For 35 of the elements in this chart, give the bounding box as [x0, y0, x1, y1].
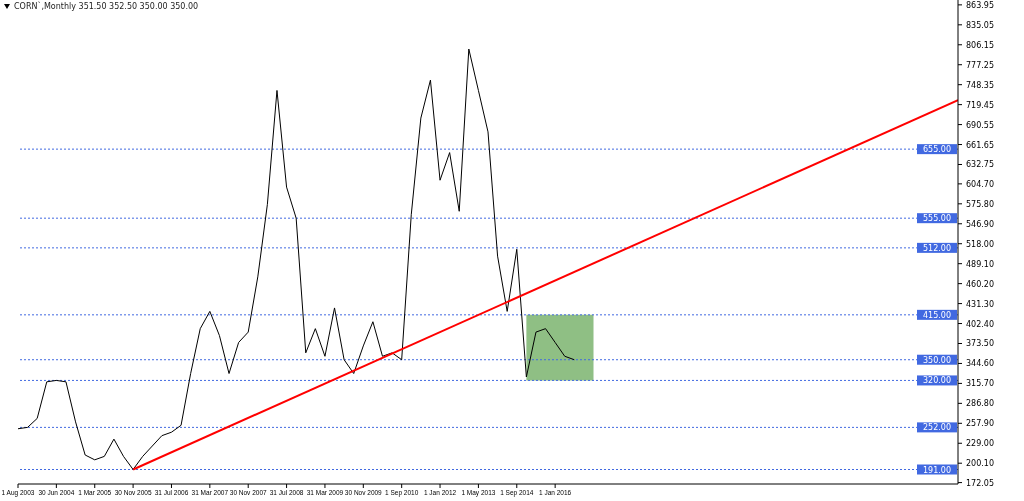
ref-line-label: 415.00: [923, 310, 951, 320]
ref-line-label: 655.00: [923, 145, 951, 155]
y-tick-label: 489.10: [966, 259, 994, 269]
y-tick-label: 575.80: [966, 199, 994, 209]
y-tick-label: 229.00: [966, 439, 994, 449]
y-tick-label: 632.75: [966, 160, 994, 170]
ref-line-label: 320.00: [923, 376, 951, 386]
y-tick-label: 172.05: [966, 478, 994, 488]
ref-line-label: 350.00: [923, 355, 951, 365]
ref-line-label: 555.00: [923, 214, 951, 224]
y-tick-label: 315.70: [966, 379, 994, 389]
line-series: [18, 48, 575, 470]
y-tick-label: 863.95: [966, 0, 994, 10]
y-tick-label: 777.25: [966, 60, 994, 70]
y-tick-label: 200.10: [966, 459, 994, 469]
y-tick-label: 286.80: [966, 399, 994, 409]
y-tick-label: 806.15: [966, 40, 994, 50]
y-tick-label: 373.50: [966, 339, 994, 349]
y-tick-label: 344.60: [966, 359, 994, 369]
y-tick-label: 690.55: [966, 120, 994, 130]
y-tick-label: 518.00: [966, 239, 994, 249]
ref-line-label: 191.00: [923, 465, 951, 475]
y-tick-label: 835.05: [966, 20, 994, 30]
ref-line-label: 252.00: [923, 423, 951, 433]
y-tick-label: 402.40: [966, 319, 994, 329]
y-tick-label: 431.30: [966, 299, 994, 309]
y-tick-label: 719.45: [966, 100, 994, 110]
chart-title: CORN`,Monthly 351.50 352.50 350.00 350.00: [14, 2, 199, 11]
y-tick-label: 604.70: [966, 179, 994, 189]
y-tick-label: 257.90: [966, 419, 994, 429]
y-tick-label: 460.20: [966, 279, 994, 289]
y-tick-label: 661.65: [966, 140, 994, 150]
y-tick-label: 546.90: [966, 219, 994, 229]
y-tick-label: 748.35: [966, 80, 994, 90]
ref-line-label: 512.00: [923, 243, 951, 253]
